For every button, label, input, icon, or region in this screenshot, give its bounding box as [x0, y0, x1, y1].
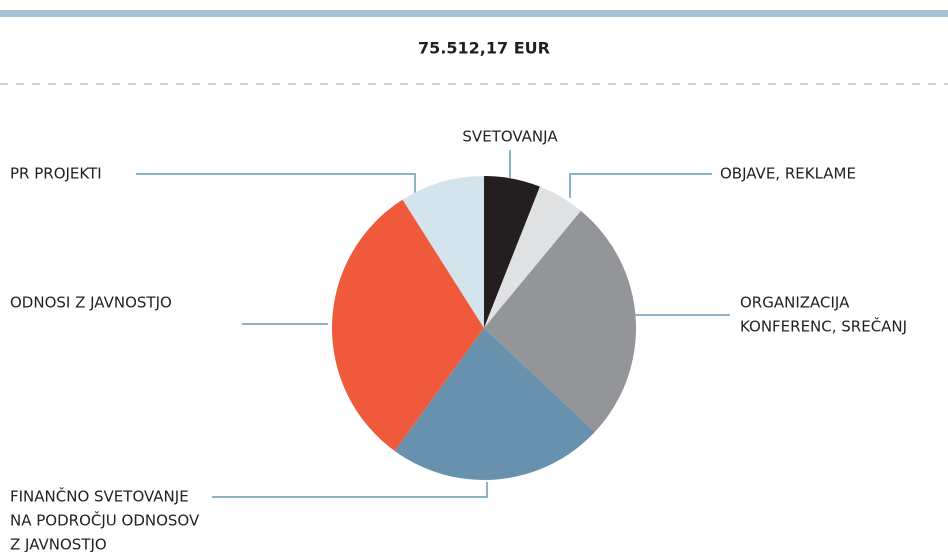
- slice-label: Z JAVNOSTJO: [10, 536, 107, 552]
- pie-slice: [332, 199, 484, 451]
- slice-label: NA PODROČJU ODNOSOV: [10, 511, 200, 530]
- slice-label: PR PROJEKTI: [10, 165, 102, 183]
- top-rule: [0, 10, 948, 17]
- pie-slice: [394, 328, 595, 481]
- leader-line: [212, 482, 488, 498]
- slice-label: ORGANIZACIJA: [740, 294, 850, 312]
- slice-label: FINANČNO SVETOVANJE: [10, 487, 189, 506]
- pie-slice: [402, 176, 484, 328]
- pie-slice: [484, 210, 636, 433]
- slice-label: SVETOVANJA: [462, 128, 558, 146]
- leader-line: [569, 173, 712, 198]
- pie-slice: [484, 176, 540, 328]
- leader-line: [136, 173, 416, 193]
- slice-label: OBJAVE, REKLAME: [720, 165, 856, 183]
- chart-title: 75.512,17 EUR: [418, 39, 550, 58]
- pie-slice: [484, 186, 581, 328]
- slice-label: KONFERENC, SREČANJ: [740, 317, 907, 336]
- slice-label: ODNOSI Z JAVNOSTJO: [10, 294, 172, 312]
